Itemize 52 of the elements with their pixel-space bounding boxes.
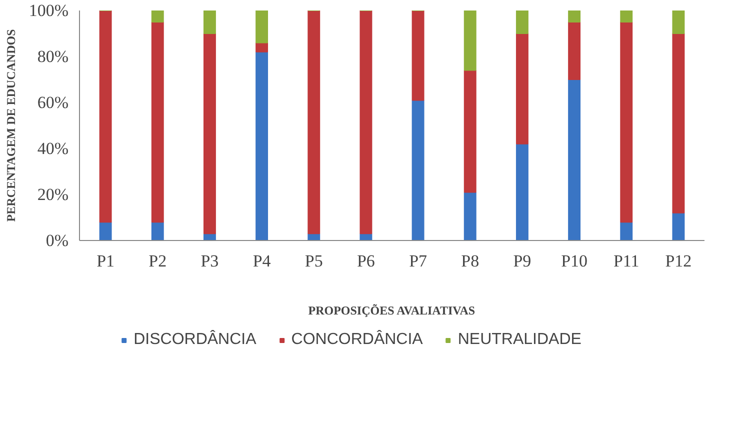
bar [516,33,528,144]
bar [360,10,372,234]
bar [620,10,633,22]
bar [151,10,164,22]
bar [568,22,581,80]
bar [516,10,528,34]
bar [568,10,581,22]
bar [516,143,528,240]
bar [464,70,476,193]
y-tick-label: 100% [28,1,69,20]
x-tick-label: P7 [409,252,428,270]
bar [672,10,685,34]
bar [308,10,320,234]
x-tick-label: P8 [461,252,480,270]
bar [464,10,476,71]
bar [151,222,164,240]
bar [203,10,216,34]
y-tick-label: 80% [37,47,69,66]
x-tick-label: P10 [561,252,588,270]
y-tick-label: 60% [37,93,69,112]
x-tick-label: P1 [96,252,115,270]
bar [256,51,268,240]
x-tick-label: P3 [200,252,219,270]
bar [203,33,216,234]
bar [672,212,685,240]
x-tick-label: P4 [252,252,272,270]
y-axis-title: PERCENTAGEM DE EDUCANDOS [4,28,18,222]
x-tick-label: P2 [148,252,167,270]
bar [464,192,476,240]
y-tick-label: 20% [37,185,69,204]
legend-label: NEUTRALIDADE [458,331,582,349]
bar [412,10,424,101]
y-tick-label: 40% [37,139,69,158]
bar [412,100,424,240]
x-tick-label: P12 [665,252,692,270]
bar [256,42,268,52]
legend-label: DISCORDÂNCIA [134,331,256,349]
bar [620,222,633,240]
bar [256,10,268,44]
bar [99,222,112,240]
x-tick-label: P5 [304,252,323,270]
legend-label: CONCORDÂNCIA [291,331,423,349]
bar [620,22,633,223]
x-tick-label: P9 [513,252,532,270]
bar [99,10,112,223]
bar [672,33,685,214]
y-tick-label: 0% [46,231,69,250]
bar [151,22,164,223]
x-tick-label: P11 [613,252,640,270]
x-axis-title: PROPOSIÇÕES AVALIATIVAS [308,304,476,318]
x-tick-label: P6 [356,252,375,270]
bar [568,79,581,240]
